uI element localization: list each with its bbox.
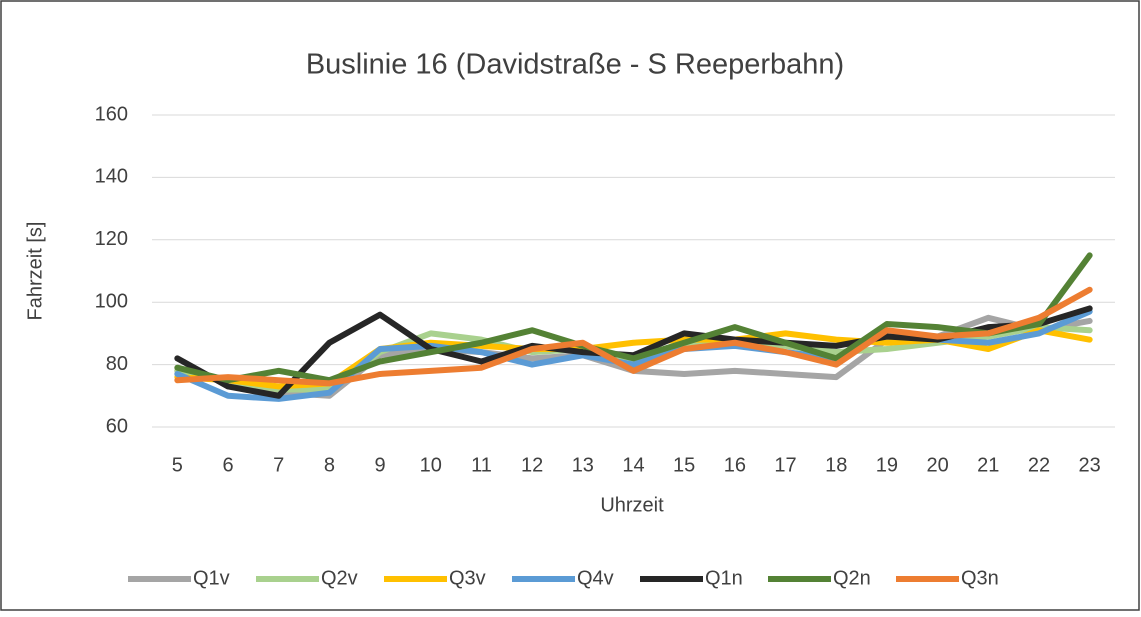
y-tick-label: 60 <box>106 415 128 437</box>
legend-label: Q1n <box>705 567 743 589</box>
y-tick-label: 160 <box>95 103 128 125</box>
x-tick-label: 23 <box>1079 454 1101 476</box>
x-tick-label: 18 <box>825 454 847 476</box>
y-tick-label: 140 <box>95 166 128 188</box>
x-tick-label: 17 <box>774 454 796 476</box>
x-tick-label: 7 <box>273 454 284 476</box>
x-tick-label: 19 <box>876 454 898 476</box>
y-tick-label: 120 <box>95 228 128 250</box>
x-tick-label: 22 <box>1028 454 1050 476</box>
x-tick-label: 8 <box>324 454 335 476</box>
x-tick-label: 6 <box>222 454 233 476</box>
x-tick-label: 20 <box>926 454 948 476</box>
line-series <box>174 252 1093 384</box>
x-axis-label: Uhrzeit <box>600 494 664 516</box>
x-tick-label: 12 <box>521 454 543 476</box>
x-tick-label: 10 <box>420 454 442 476</box>
x-tick-label: 13 <box>572 454 594 476</box>
x-tick-label: 9 <box>375 454 386 476</box>
y-tick-label: 100 <box>95 290 128 312</box>
legend-label: Q2n <box>833 567 871 589</box>
y-tick-label: 80 <box>106 353 128 375</box>
x-tick-label: 21 <box>977 454 999 476</box>
legend-label: Q1v <box>193 567 230 589</box>
x-tick-label: 14 <box>622 454 644 476</box>
y-axis-label: Fahrzeit [s] <box>24 222 46 321</box>
legend-label: Q4v <box>577 567 614 589</box>
x-tick-label: 16 <box>724 454 746 476</box>
legend-label: Q3v <box>449 567 486 589</box>
x-tick-label: 15 <box>673 454 695 476</box>
legend-label: Q3n <box>961 567 999 589</box>
chart-title: Buslinie 16 (Davidstraße - S Reeperbahn) <box>306 49 844 81</box>
x-tick-label: 5 <box>172 454 183 476</box>
line-series <box>174 286 1093 387</box>
legend-label: Q2v <box>321 567 358 589</box>
x-tick-label: 11 <box>471 454 492 476</box>
